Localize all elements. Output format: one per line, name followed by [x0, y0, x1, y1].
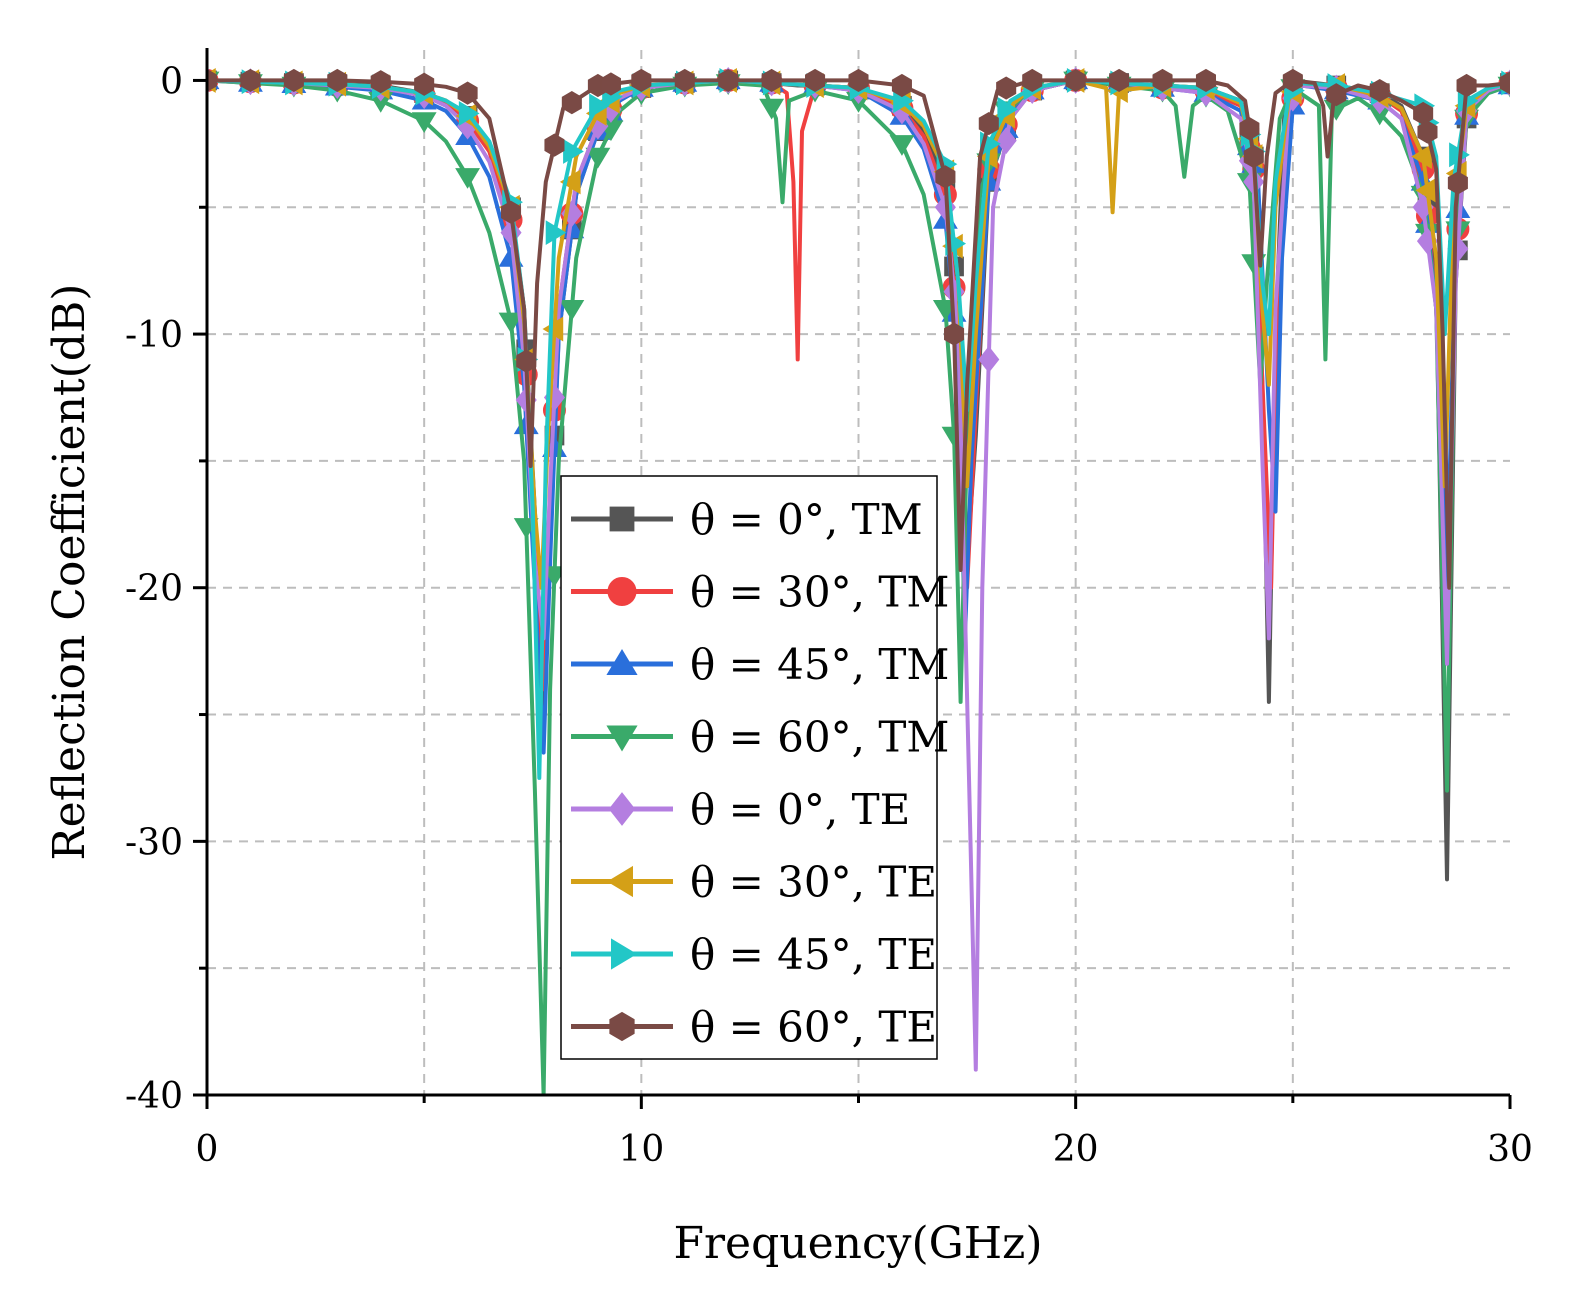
series-marker: [1499, 71, 1510, 95]
series-marker: [589, 93, 610, 119]
series-marker: [516, 349, 537, 373]
legend-entry: θ = 45°, TM: [571, 640, 949, 689]
series-marker: [607, 577, 637, 606]
series-marker: [327, 68, 348, 93]
y-tick-label: 0: [160, 61, 183, 102]
y-tick-label: -30: [125, 822, 183, 863]
series-marker: [611, 938, 637, 970]
series-marker: [889, 135, 915, 156]
legend-label: θ = 0°, TE: [690, 785, 910, 834]
series-marker: [559, 169, 581, 195]
series-marker: [585, 147, 611, 169]
series-marker: [559, 299, 585, 321]
series-marker: [978, 111, 999, 136]
series-marker: [1326, 83, 1347, 107]
series-marker: [563, 139, 584, 164]
series-marker: [935, 165, 956, 189]
series-marker: [207, 68, 218, 93]
x-tick-label: 10: [618, 1129, 664, 1170]
x-tick-label: 20: [1053, 1129, 1099, 1170]
y-axis-label: Reflection Coefficient(dB): [44, 284, 95, 861]
series-marker: [848, 68, 869, 93]
series-marker: [1282, 68, 1303, 93]
series-marker: [240, 68, 261, 93]
series-marker: [1195, 68, 1216, 93]
axes: 0 10 20 30 0 -10 -20 -30 -40: [125, 48, 1533, 1170]
series-marker: [609, 1011, 635, 1042]
series-marker: [545, 220, 567, 246]
legend-entry: θ = 45°, TE: [571, 930, 937, 979]
series-marker: [455, 168, 481, 189]
series-marker: [978, 345, 1000, 373]
series-marker: [606, 649, 638, 675]
series-marker: [674, 68, 695, 93]
legend-label: θ = 45°, TM: [690, 640, 949, 689]
series-marker: [561, 91, 582, 115]
series-line: [207, 78, 1510, 1095]
legend-entry: θ = 60°, TM: [571, 713, 949, 762]
series-marker: [501, 200, 522, 224]
y-tick-label: -20: [125, 569, 183, 610]
series-marker: [600, 72, 621, 96]
series-marker: [500, 219, 522, 247]
legend-entry: θ = 60°, TE: [571, 1003, 937, 1052]
legend-entry: θ = 30°, TM: [571, 568, 949, 617]
series-marker: [542, 566, 567, 588]
legend-entry: θ = 0°, TM: [571, 495, 923, 544]
series-marker: [891, 73, 912, 98]
series-marker: [1109, 68, 1130, 93]
series-layer: [207, 66, 1510, 1095]
series-marker: [1243, 144, 1264, 169]
series-marker: [607, 865, 633, 898]
series-marker: [609, 506, 635, 532]
series-marker: [761, 68, 782, 93]
series-marker: [414, 72, 435, 96]
series-marker: [542, 316, 564, 342]
x-tick-label: 0: [196, 1129, 219, 1170]
series-marker: [718, 68, 739, 93]
legend-label: θ = 30°, TM: [690, 568, 949, 617]
y-tick-label: -10: [125, 315, 183, 356]
series-marker: [805, 68, 826, 93]
series-marker: [631, 68, 652, 93]
series-7: [207, 68, 1510, 590]
series-marker: [498, 312, 524, 334]
legend-entry: θ = 30°, TE: [571, 858, 937, 907]
series-marker: [370, 70, 391, 94]
series-marker: [1239, 117, 1260, 141]
series-marker: [1022, 68, 1043, 93]
series-marker: [606, 725, 638, 752]
series-marker: [944, 322, 965, 346]
series-marker: [1417, 120, 1438, 144]
series-marker: [1152, 68, 1173, 93]
series-marker: [1447, 171, 1468, 195]
series-marker: [996, 76, 1017, 100]
series-marker: [608, 792, 636, 826]
series-marker: [544, 133, 565, 157]
x-axis-label: Frequency(GHz): [673, 1218, 1042, 1269]
legend-label: θ = 60°, TM: [690, 713, 949, 762]
series-marker: [1369, 79, 1390, 103]
series-marker: [759, 98, 785, 120]
legend-label: θ = 30°, TE: [690, 858, 937, 907]
series-marker: [1456, 73, 1477, 98]
series-marker: [458, 100, 480, 126]
series-marker: [1065, 68, 1086, 93]
series-marker: [997, 96, 1019, 122]
legend-entry: θ = 0°, TE: [571, 785, 910, 834]
legend: θ = 0°, TM θ = 30°, TM θ = 45°, TM θ = 60°,…: [560, 475, 949, 1060]
legend-label: θ = 60°, TE: [690, 1003, 937, 1052]
series-marker: [1413, 101, 1434, 125]
x-tick-label: 30: [1487, 1129, 1533, 1170]
series-marker: [411, 112, 437, 133]
legend-label: θ = 0°, TM: [690, 495, 923, 544]
legend-label: θ = 45°, TE: [690, 930, 937, 979]
y-tick-label: -40: [125, 1076, 183, 1117]
series-marker: [283, 68, 304, 93]
series-marker: [995, 127, 1017, 155]
series-marker: [457, 81, 478, 105]
